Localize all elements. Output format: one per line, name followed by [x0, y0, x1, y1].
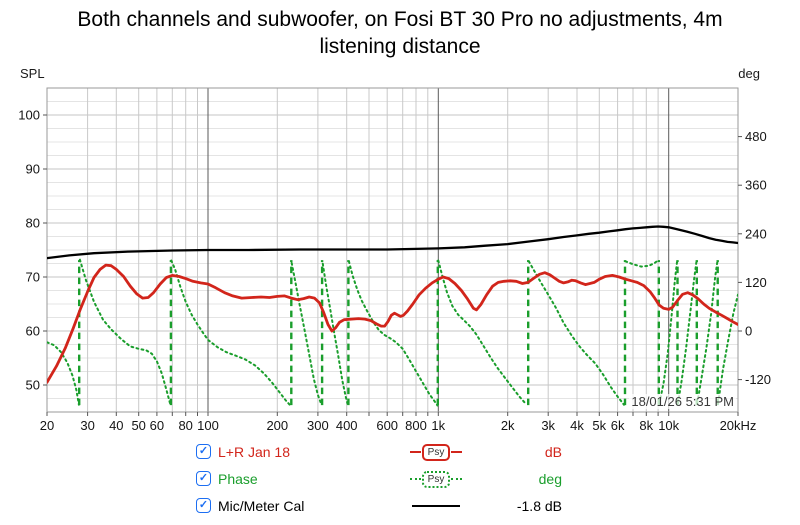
svg-text:240: 240	[745, 226, 767, 241]
spl-axis-labels: 50 60 70 80 90 100	[18, 108, 40, 393]
mic-meter-cal-curve	[47, 225, 738, 260]
svg-text:5k: 5k	[592, 418, 606, 433]
axis-ticks	[43, 114, 742, 416]
svg-text:70: 70	[26, 270, 40, 285]
spl-line-sample-right	[451, 451, 463, 453]
phase-line-sample-left	[409, 478, 421, 480]
checkbox-check-icon: ✓	[198, 445, 209, 457]
svg-text:10k: 10k	[658, 418, 679, 433]
legend-row-phase: ✓ Phase Psy deg	[0, 470, 800, 490]
legend-unit-spl: dB	[544, 444, 562, 460]
left-axis-unit-label: SPL	[20, 66, 45, 81]
svg-text:1k: 1k	[431, 418, 445, 433]
checkbox-check-icon: ✓	[198, 472, 209, 484]
legend-sample-cal	[398, 497, 474, 515]
legend-checkbox-cal[interactable]: ✓	[196, 498, 211, 513]
svg-text:80: 80	[26, 216, 40, 231]
svg-text:60: 60	[26, 324, 40, 339]
freq-axis-labels: 20 30 40 50 60 80 100 200 300 400 600 800 1k 2k 3k 4k 5k…	[40, 418, 757, 433]
chart-title-line-2: listening distance	[319, 35, 481, 58]
phase-line-sample-right	[451, 478, 463, 480]
svg-text:800: 800	[405, 418, 427, 433]
legend-sample-phase: Psy	[398, 470, 474, 488]
legend-label-cal: Mic/Meter Cal	[218, 498, 305, 514]
legend-unit-phase: deg	[538, 471, 562, 487]
svg-text:600: 600	[376, 418, 398, 433]
svg-text:3k: 3k	[541, 418, 555, 433]
svg-text:300: 300	[307, 418, 329, 433]
spl-line-sample-left	[409, 451, 421, 453]
svg-text:480: 480	[745, 129, 767, 144]
svg-text:2k: 2k	[501, 418, 515, 433]
svg-text:400: 400	[336, 418, 358, 433]
legend-sample-spl: Psy	[398, 443, 474, 461]
legend-checkbox-phase[interactable]: ✓	[196, 471, 211, 486]
svg-text:0: 0	[745, 324, 752, 339]
psy-smoothing-badge-phase: Psy	[421, 470, 451, 488]
legend-checkbox-spl[interactable]: ✓	[196, 444, 211, 459]
frequency-response-chart: 20 30 40 50 60 80 100 200 300 400 600 800 1k 2k 3k 4k 5k…	[18, 87, 771, 433]
measurement-timestamp: 18/01/26 5:31 PM	[629, 394, 736, 409]
chart-title: Both channels and subwoofer, on Fosi BT …	[0, 6, 800, 60]
legend-row-cal: ✓ Mic/Meter Cal -1.8 dB	[0, 497, 800, 517]
legend-label-spl: L+R Jan 18	[218, 444, 290, 460]
svg-text:50: 50	[131, 418, 145, 433]
svg-text:30: 30	[80, 418, 94, 433]
phase-curve	[47, 258, 738, 407]
plot-border	[46, 87, 739, 413]
legend-unit-cal: -1.8 dB	[516, 498, 562, 514]
svg-text:40: 40	[109, 418, 123, 433]
svg-text:-120: -120	[745, 372, 771, 387]
psy-smoothing-badge-spl: Psy	[421, 443, 451, 461]
svg-text:100: 100	[197, 418, 219, 433]
deg-axis-labels: -120 0 120 240 360 480	[745, 129, 771, 387]
svg-text:60: 60	[150, 418, 164, 433]
l-r-jan-18-curve	[47, 263, 738, 384]
svg-text:20: 20	[40, 418, 54, 433]
right-axis-unit-label: deg	[738, 66, 760, 81]
grid-horizontal	[47, 101, 738, 399]
checkbox-check-icon: ✓	[198, 499, 209, 511]
svg-text:360: 360	[745, 178, 767, 193]
svg-text:80: 80	[178, 418, 192, 433]
svg-text:20kHz: 20kHz	[720, 418, 757, 433]
svg-text:8k: 8k	[639, 418, 653, 433]
svg-text:50: 50	[26, 378, 40, 393]
svg-text:100: 100	[18, 108, 40, 123]
legend-row-spl: ✓ L+R Jan 18 Psy dB	[0, 443, 800, 463]
chart-title-line-1: Both channels and subwoofer, on Fosi BT …	[77, 8, 723, 31]
svg-text:200: 200	[266, 418, 288, 433]
svg-text:6k: 6k	[611, 418, 625, 433]
svg-text:4k: 4k	[570, 418, 584, 433]
svg-text:120: 120	[745, 275, 767, 290]
legend-label-phase: Phase	[218, 471, 258, 487]
svg-text:90: 90	[26, 162, 40, 177]
cal-line-sample	[412, 505, 460, 507]
